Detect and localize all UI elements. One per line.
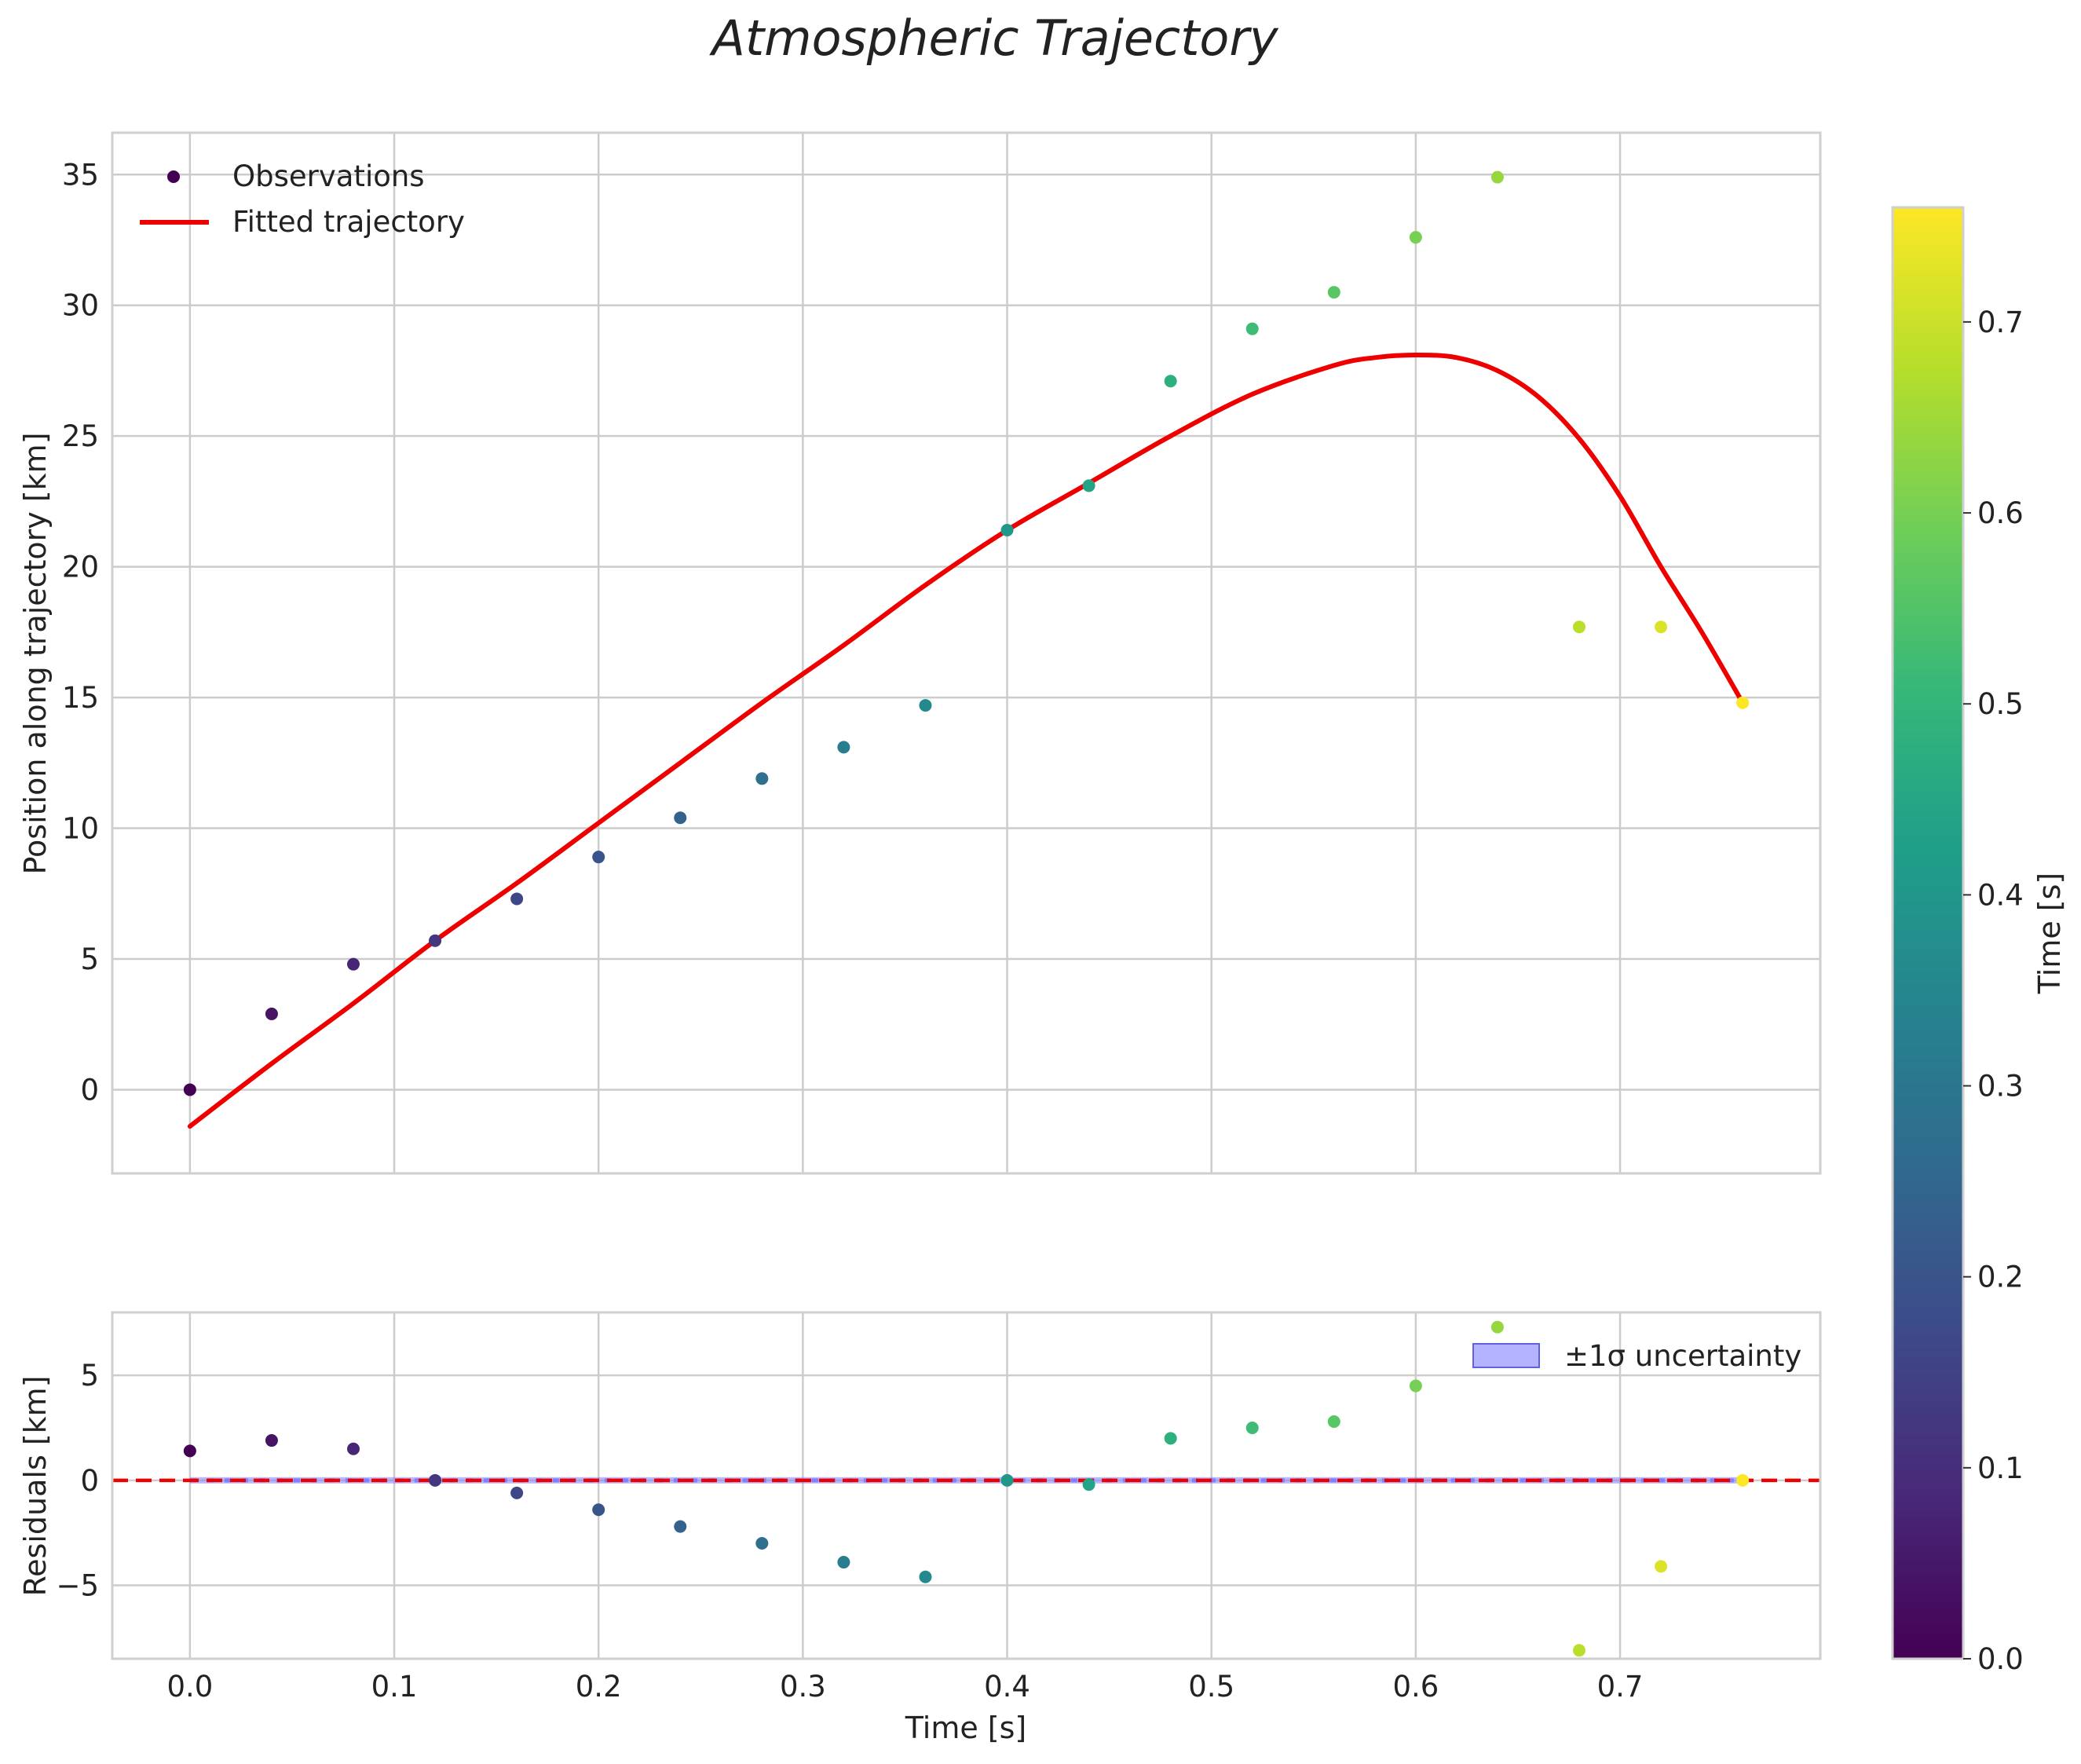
fitted-trajectory-layer — [187, 352, 1746, 1129]
observation-point — [429, 934, 442, 947]
observation-point — [592, 851, 605, 864]
residual-legend: ±1σ uncertainty — [1472, 1339, 1801, 1373]
legend-band-label: ±1σ uncertainty — [1564, 1339, 1801, 1373]
main-y-tick-label: 10 — [62, 812, 99, 846]
observations-layer — [183, 170, 1750, 1096]
residual-point — [510, 1486, 524, 1499]
residual-y-tick-labels: 5 0 −5 — [56, 1359, 99, 1602]
colorbar-label: Time [s] — [2032, 873, 2067, 995]
residual-plot-frame — [111, 1311, 1822, 1660]
legend-observations-marker — [167, 170, 180, 183]
legend-band-swatch — [1472, 1343, 1540, 1368]
residual-point — [1490, 1320, 1504, 1334]
main-y-tick-label: 15 — [62, 681, 99, 715]
residual-point — [183, 1444, 196, 1458]
x-tick-label: 0.5 — [1188, 1670, 1234, 1704]
residual-point — [1655, 1560, 1668, 1573]
main-y-tick-label: 30 — [62, 289, 99, 323]
residual-point — [1082, 1478, 1095, 1491]
observation-point — [1655, 620, 1668, 634]
colorbar-tick-label: 0.3 — [1977, 1070, 2024, 1103]
x-tick-label: 0.2 — [576, 1670, 622, 1704]
x-axis-label: Time [s] — [905, 1711, 1027, 1745]
x-tick-label: 0.0 — [166, 1670, 213, 1704]
observation-point — [755, 772, 769, 785]
residual-point — [1736, 1473, 1750, 1487]
residual-point — [1245, 1422, 1259, 1434]
main-y-tick-labels: 0 5 10 15 20 25 30 35 — [62, 158, 99, 1107]
observation-point — [1490, 170, 1504, 184]
uncertainty-band-layer — [112, 1477, 1820, 1484]
residual-point — [429, 1473, 442, 1487]
main-legend: Observations Fitted trajectory — [140, 159, 465, 239]
observation-point — [183, 1083, 196, 1096]
observation-point — [265, 1007, 278, 1020]
x-tick-label: 0.7 — [1597, 1670, 1644, 1704]
colorbar-tick-label: 0.6 — [1977, 496, 2024, 530]
x-tick-label: 0.6 — [1392, 1670, 1439, 1704]
main-y-tick-label: 5 — [80, 942, 99, 976]
chart-title: Atmospheric Trajectory — [708, 9, 1278, 67]
residual-point — [265, 1434, 278, 1447]
observation-point — [1573, 620, 1586, 634]
colorbar-tick-label: 0.2 — [1977, 1261, 2024, 1294]
residual-point — [1164, 1432, 1177, 1445]
observation-point — [674, 811, 687, 825]
residual-x-tick-labels: 0.0 0.1 0.2 0.3 0.4 0.5 0.6 0.7 — [166, 1670, 1643, 1704]
observation-point — [346, 957, 360, 971]
main-y-axis-label: Position along trajectory [km] — [18, 432, 53, 874]
colorbar-tick-label: 0.7 — [1977, 306, 2024, 339]
main-y-tick-label: 25 — [62, 419, 99, 453]
residual-point — [1327, 1414, 1340, 1428]
main-y-tick-label: 20 — [62, 551, 99, 584]
residual-point — [919, 1570, 932, 1583]
residual-points-layer — [183, 1320, 1750, 1657]
fitted-trajectory-line — [187, 352, 1746, 1129]
residual-point — [837, 1556, 850, 1569]
observation-point — [1082, 479, 1095, 492]
colorbar-tick-label: 0.0 — [1977, 1642, 2024, 1676]
legend-observations-label: Observations — [232, 159, 425, 193]
colorbar-tick-label: 0.1 — [1977, 1451, 2024, 1485]
residual-point — [1573, 1644, 1586, 1657]
residual-y-axis-label: Residuals [km] — [18, 1375, 53, 1596]
observation-point — [1245, 322, 1259, 335]
x-tick-label: 0.4 — [984, 1670, 1030, 1704]
observation-point — [837, 741, 850, 754]
observation-point — [1000, 524, 1014, 537]
observation-point — [1736, 696, 1750, 709]
observation-point — [1164, 375, 1177, 388]
colorbar-gradient — [1893, 207, 1963, 1659]
observation-point — [1327, 286, 1340, 299]
x-tick-label: 0.1 — [371, 1670, 418, 1704]
residual-point — [755, 1537, 769, 1550]
residual-y-tick-label: 0 — [80, 1464, 99, 1498]
residual-point — [1000, 1473, 1014, 1487]
main-y-tick-label: 0 — [80, 1073, 99, 1107]
colorbar-tick-label: 0.4 — [1977, 878, 2024, 912]
residual-y-tick-label: 5 — [80, 1359, 99, 1393]
main-grid — [112, 133, 1820, 1173]
main-plot-frame — [111, 131, 1822, 1175]
main-y-tick-label: 35 — [62, 158, 99, 192]
residual-point — [1409, 1379, 1422, 1393]
colorbar: 0.0 0.1 0.2 0.3 0.4 0.5 0.6 0.7 Time [s] — [1891, 206, 2067, 1676]
residual-point — [674, 1520, 687, 1533]
x-tick-label: 0.3 — [780, 1670, 826, 1704]
residual-y-tick-label: −5 — [56, 1568, 99, 1602]
legend-fit-label: Fitted trajectory — [232, 205, 465, 239]
colorbar-tick-label: 0.5 — [1977, 687, 2024, 721]
observation-point — [510, 892, 524, 906]
residual-point — [592, 1503, 605, 1517]
colorbar-frame — [1891, 206, 1965, 1660]
observation-point — [1409, 231, 1422, 244]
observation-point — [919, 699, 932, 712]
residual-point — [346, 1442, 360, 1455]
colorbar-ticks: 0.0 0.1 0.2 0.3 0.4 0.5 0.6 0.7 — [1963, 306, 2024, 1676]
